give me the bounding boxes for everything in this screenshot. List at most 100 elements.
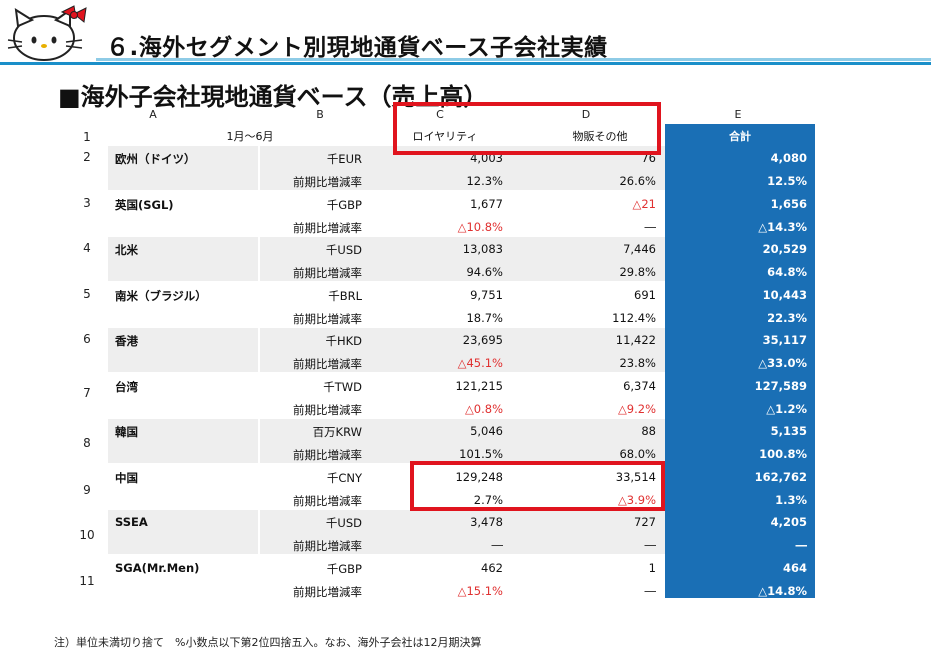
cell-divider bbox=[258, 510, 260, 554]
row-number: 7 bbox=[83, 386, 91, 400]
title-underline-blue bbox=[0, 62, 931, 65]
column-letter-b: B bbox=[316, 108, 324, 121]
total-value: 464 bbox=[782, 560, 807, 575]
region-label: 英国(SGL) bbox=[115, 197, 174, 212]
royalty-value: 5,046 bbox=[470, 424, 503, 438]
highlight-box-china bbox=[410, 461, 665, 511]
total-value: 4,080 bbox=[770, 151, 807, 165]
rate-label: 前期比増減率 bbox=[293, 402, 362, 417]
total-rate: 64.8% bbox=[767, 265, 807, 279]
row-number: 10 bbox=[79, 528, 95, 542]
merchandise-value: 1 bbox=[648, 560, 656, 575]
merchandise-rate: ― bbox=[644, 538, 657, 552]
merchandise-rate: 112.4% bbox=[612, 310, 656, 325]
rate-label: 前期比増減率 bbox=[293, 266, 362, 280]
total-value: 5,135 bbox=[770, 424, 807, 438]
royalty-value: 121,215 bbox=[455, 378, 503, 393]
row-number: 2 bbox=[83, 150, 91, 164]
row-number: 1 bbox=[83, 130, 91, 144]
total-rate: 12.5% bbox=[767, 174, 807, 188]
rate-label: 前期比増減率 bbox=[293, 311, 362, 326]
total-value: 4,205 bbox=[770, 515, 807, 529]
row-background bbox=[108, 510, 665, 554]
merchandise-value: 7,446 bbox=[623, 242, 656, 256]
region-label: 香港 bbox=[115, 334, 138, 348]
header-merchandise: 物販その他 bbox=[572, 130, 628, 143]
section-title: ■海外子会社現地通貨ベース（売上高） bbox=[58, 83, 488, 111]
total-value: 162,762 bbox=[754, 469, 807, 484]
royalty-rate: 101.5% bbox=[459, 447, 503, 461]
rate-label: 前期比増減率 bbox=[293, 493, 362, 508]
unit-label: 千TWD bbox=[323, 379, 362, 394]
rate-label: 前期比増減率 bbox=[293, 539, 362, 553]
total-column-background bbox=[665, 124, 815, 598]
royalty-rate: 18.7% bbox=[466, 310, 503, 325]
unit-label: 百万KRW bbox=[312, 425, 362, 439]
merchandise-rate: 68.0% bbox=[619, 447, 656, 461]
total-value: 1,656 bbox=[770, 196, 807, 211]
header-total: 合計 bbox=[729, 130, 751, 143]
total-value: 10,443 bbox=[762, 287, 807, 302]
merchandise-value: 88 bbox=[641, 424, 656, 438]
row-number: 4 bbox=[83, 241, 91, 255]
row-number: 6 bbox=[83, 332, 91, 346]
unit-label: 千GBP bbox=[326, 197, 362, 212]
slide-header: ６.海外セグメント別現地通貨ベース子会社実績 bbox=[0, 0, 931, 66]
row-number: 5 bbox=[83, 287, 91, 301]
rate-label: 前期比増減率 bbox=[293, 175, 362, 189]
unit-label: 千USD bbox=[325, 516, 362, 530]
merchandise-value: △21 bbox=[632, 196, 656, 211]
total-value: 127,589 bbox=[754, 378, 807, 393]
total-rate: 22.3% bbox=[767, 310, 807, 325]
merchandise-value: 11,422 bbox=[615, 333, 656, 347]
total-rate: △14.8% bbox=[758, 583, 807, 598]
column-letter-e: E bbox=[734, 108, 742, 121]
row-number: 9 bbox=[83, 483, 91, 497]
merchandise-rate: 26.6% bbox=[619, 174, 656, 188]
merchandise-value: 33,514 bbox=[615, 469, 656, 484]
column-letter-c: C bbox=[436, 108, 444, 121]
merchandise-rate: ― bbox=[644, 583, 657, 598]
total-value: 35,117 bbox=[762, 333, 807, 347]
region-label: 韓国 bbox=[115, 425, 138, 439]
royalty-value: 1,677 bbox=[470, 196, 503, 211]
title-underline bbox=[96, 58, 931, 61]
column-letter-a: A bbox=[149, 108, 157, 121]
total-value: 20,529 bbox=[762, 242, 807, 256]
rate-label: 前期比増減率 bbox=[293, 220, 362, 235]
region-label: SSEA bbox=[115, 515, 148, 529]
royalty-rate: ― bbox=[491, 538, 504, 552]
region-label: 中国 bbox=[115, 470, 138, 485]
unit-label: 千HKD bbox=[325, 334, 362, 348]
royalty-rate: △0.8% bbox=[464, 401, 503, 416]
royalty-rate: △45.1% bbox=[457, 356, 503, 370]
region-label: 北米 bbox=[115, 243, 138, 257]
rate-label: 前期比増減率 bbox=[293, 357, 362, 371]
merchandise-rate: 23.8% bbox=[619, 356, 656, 370]
total-rate: △1.2% bbox=[766, 401, 807, 416]
column-letter-d: D bbox=[581, 108, 591, 121]
page-title: ６.海外セグメント別現地通貨ベース子会社実績 bbox=[106, 35, 608, 61]
royalty-value: 23,695 bbox=[462, 333, 503, 347]
royalty-value: 462 bbox=[481, 560, 503, 575]
region-label: 南米（ブラジル） bbox=[115, 288, 207, 303]
row-number: 8 bbox=[83, 436, 91, 450]
total-rate: ― bbox=[795, 538, 808, 552]
royalty-value: 13,083 bbox=[462, 242, 503, 256]
cell-divider bbox=[258, 237, 260, 281]
merchandise-rate: △9.2% bbox=[617, 401, 656, 416]
unit-label: 千USD bbox=[325, 243, 362, 257]
royalty-rate: 12.3% bbox=[466, 174, 503, 188]
merchandise-rate: △3.9% bbox=[617, 492, 656, 507]
total-rate: △33.0% bbox=[758, 356, 807, 370]
hello-kitty-logo bbox=[7, 5, 87, 61]
total-rate: 1.3% bbox=[775, 492, 807, 507]
merchandise-value: 691 bbox=[634, 287, 656, 302]
royalty-value: 129,248 bbox=[455, 469, 503, 484]
rate-label: 前期比増減率 bbox=[293, 448, 362, 462]
royalty-rate: △15.1% bbox=[457, 583, 503, 598]
rate-label: 前期比増減率 bbox=[293, 584, 362, 599]
cell-divider bbox=[258, 146, 260, 190]
royalty-rate: 2.7% bbox=[473, 492, 503, 507]
row-background bbox=[108, 328, 665, 372]
